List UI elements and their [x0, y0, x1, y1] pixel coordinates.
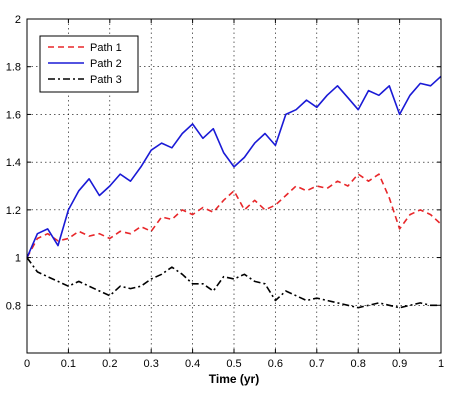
legend: Path 1 Path 2 Path 3 — [39, 35, 139, 93]
x-tick-label: 0.1 — [61, 358, 76, 370]
legend-label-path-3: Path 3 — [90, 74, 122, 86]
y-tick-label: 1.4 — [6, 157, 21, 169]
y-tick-label: 1.2 — [6, 205, 21, 217]
x-axis-label: Time (yr) — [209, 372, 259, 386]
y-tick-label: 1 — [15, 253, 21, 265]
x-tick-label: 0.9 — [392, 358, 407, 370]
x-tick-label: 0 — [24, 358, 30, 370]
series-line-path-2 — [26, 75, 442, 258]
series-line-path-3 — [26, 257, 441, 309]
tick-layer: 0 0.1 0.2 0.3 0.4 0.5 0.6 0.7 0.8 0.9 1 0.8 1 1.2 1.4 1… — [6, 14, 444, 370]
x-tick-label: 0.5 — [226, 358, 241, 370]
y-tick-label: 1.8 — [6, 62, 21, 74]
x-tick-label: 0.4 — [185, 358, 200, 370]
x-tick-label: 0.8 — [351, 358, 366, 370]
y-tick-label: 2 — [15, 14, 21, 26]
y-tick-label: 1.6 — [6, 109, 21, 121]
legend-label-path-1: Path 1 — [90, 42, 122, 54]
x-tick-label: 0.7 — [309, 358, 324, 370]
legend-box — [39, 35, 139, 93]
y-tick-label: 0.8 — [6, 300, 21, 312]
x-tick-label: 0.3 — [144, 358, 159, 370]
grid-layer — [27, 19, 441, 353]
legend-label-path-2: Path 2 — [90, 58, 122, 70]
x-tick-label: 0.2 — [102, 358, 117, 370]
series-layer — [26, 75, 442, 309]
x-tick-label: 0.6 — [268, 358, 283, 370]
x-tick-label: 1 — [438, 358, 444, 370]
